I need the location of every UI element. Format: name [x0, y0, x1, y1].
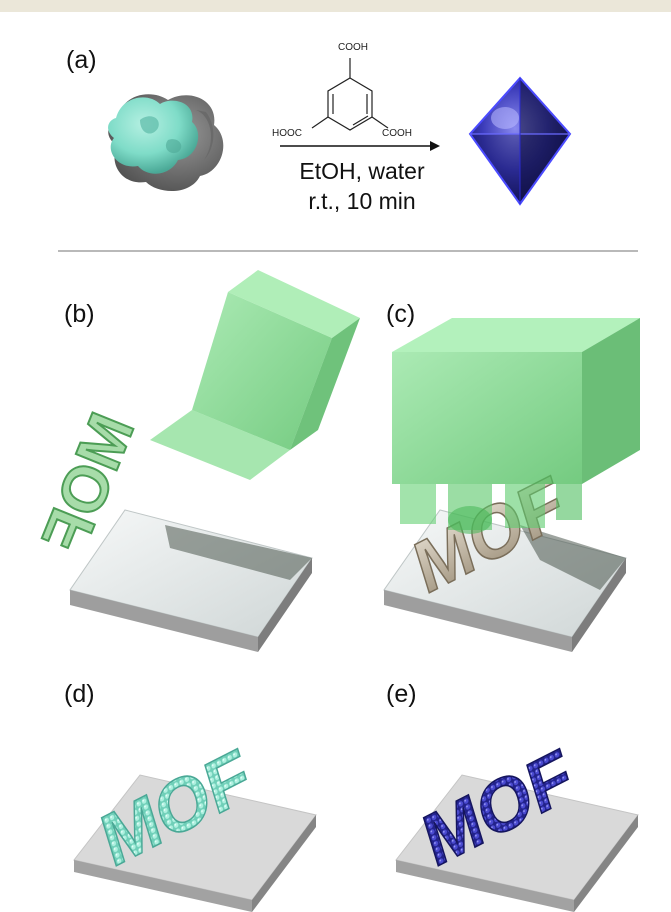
reagent-cooh-top: COOH [338, 42, 368, 53]
top-band [0, 0, 671, 12]
reaction-arrow [280, 141, 440, 151]
reaction-condition-time: r.t., 10 min [308, 188, 416, 214]
reaction-condition-solvent: EtOH, water [299, 158, 425, 184]
trimesic-acid-structure [311, 58, 389, 131]
pdms-stamp-c [392, 318, 640, 534]
reagent-hooc-left: HOOC [272, 128, 302, 139]
panel-label-c: (c) [386, 300, 416, 328]
panel-label-d: (d) [64, 680, 95, 708]
panel-label-b: (b) [64, 300, 95, 328]
pdms-stamp-b: MOF [27, 270, 360, 563]
substrate-slab-e [395, 774, 639, 912]
substrate-slab-d [73, 774, 317, 912]
panel-label-a: (a) [66, 46, 97, 74]
reagent-cooh-right: COOH [382, 128, 412, 139]
precursor-particle [108, 94, 224, 192]
mof-octahedron-crystal [468, 76, 572, 206]
substrate-slab-b [69, 509, 313, 652]
section-divider [58, 250, 638, 252]
panel-label-e: (e) [386, 680, 417, 708]
